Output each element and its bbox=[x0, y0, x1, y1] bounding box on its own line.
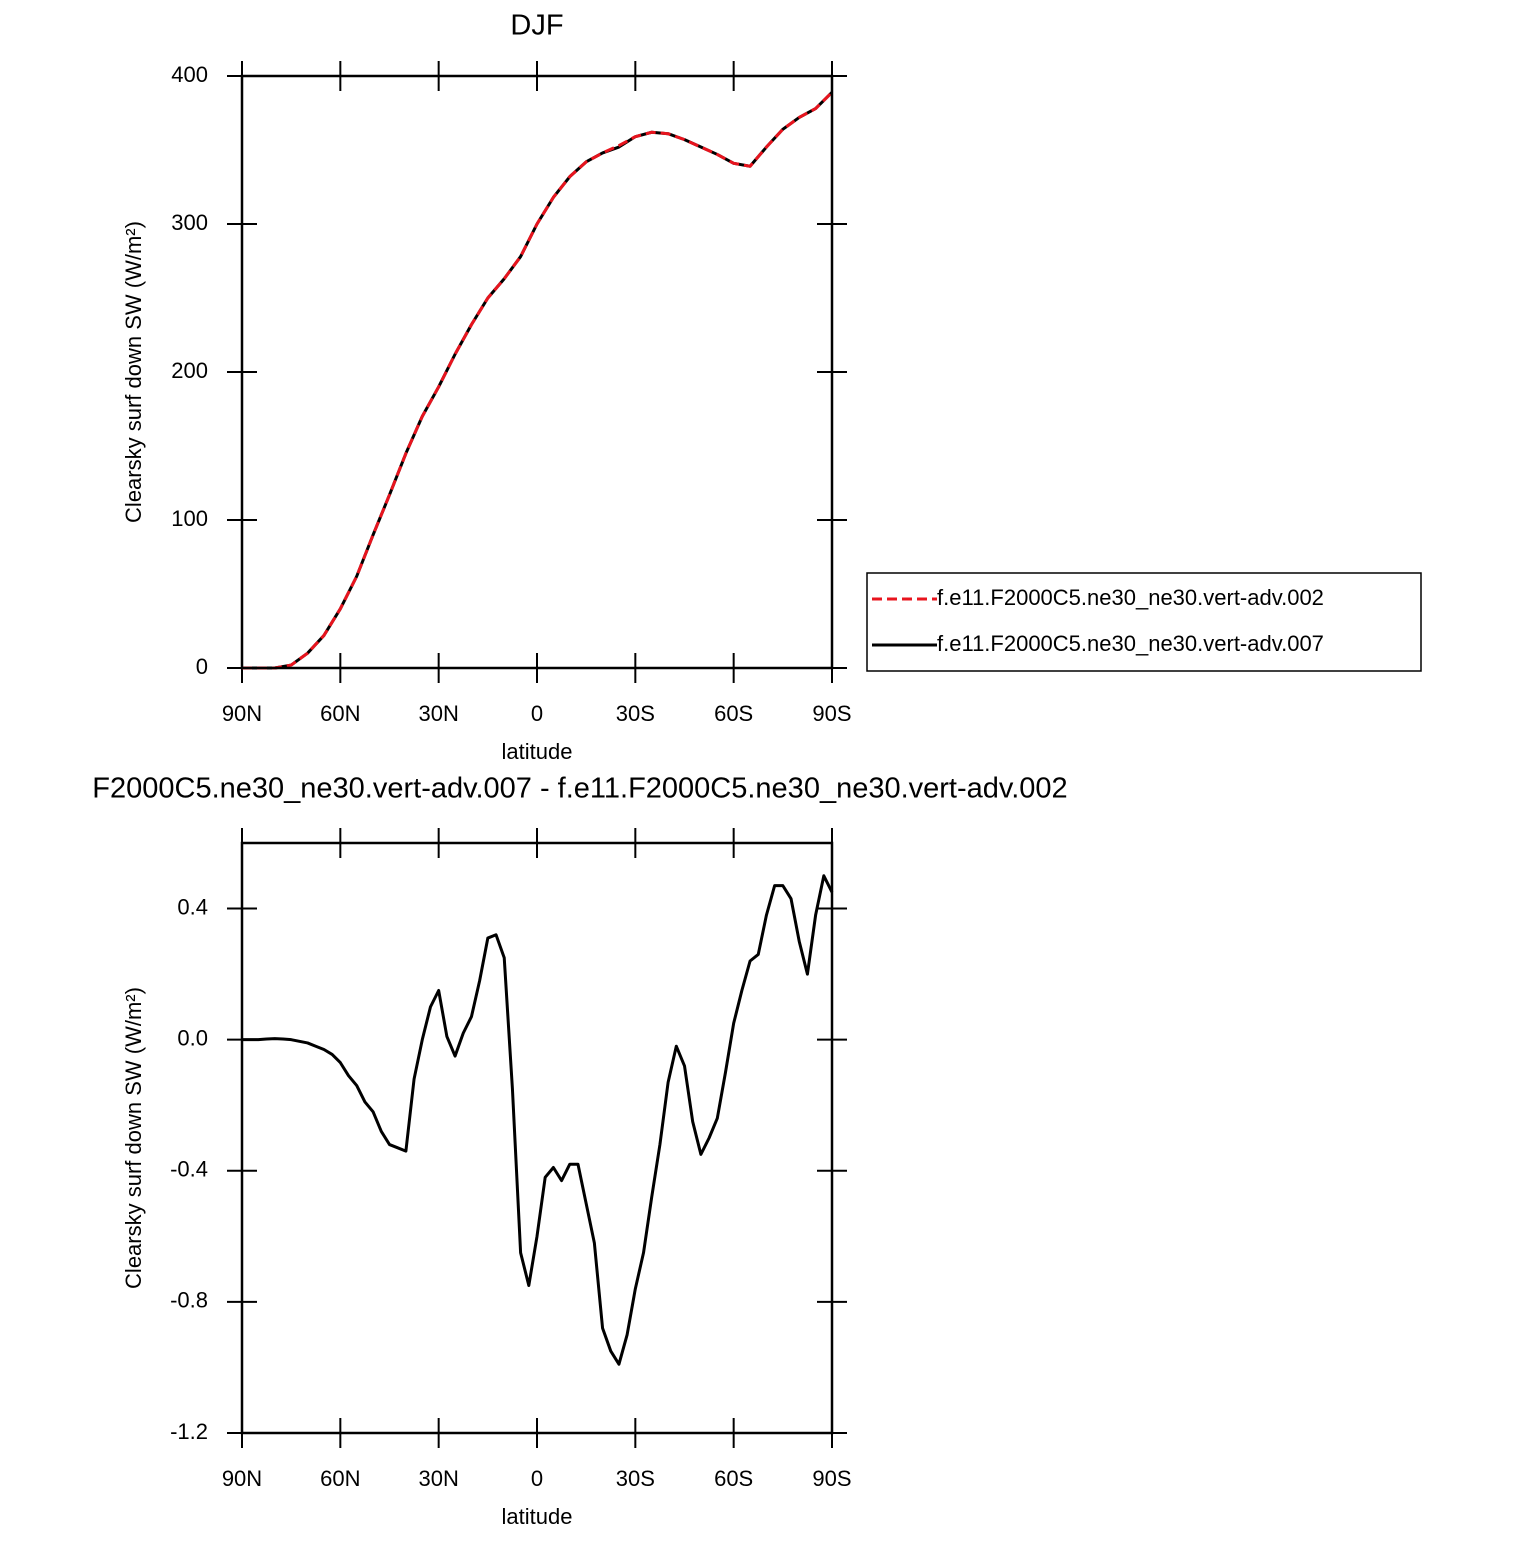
x-axis-label: latitude bbox=[502, 1504, 573, 1529]
x-tick-label: 0 bbox=[531, 701, 543, 726]
x-tick-label: 60N bbox=[320, 1466, 360, 1491]
data-line bbox=[242, 91, 834, 670]
y-tick-label: 0.4 bbox=[177, 894, 208, 919]
x-tick-label: 90N bbox=[222, 1466, 262, 1491]
y-tick-label: 0 bbox=[196, 654, 208, 679]
x-tick-label: 30S bbox=[616, 701, 655, 726]
y-tick-label: 100 bbox=[171, 506, 208, 531]
x-tick-label: 60S bbox=[714, 1466, 753, 1491]
legend-box bbox=[866, 572, 1422, 672]
legend-label: f.e11.F2000C5.ne30_ne30.vert-adv.002 bbox=[937, 585, 1324, 610]
x-tick-label: 30S bbox=[616, 1466, 655, 1491]
y-axis-label: Clearsky surf down SW (W/m²) bbox=[121, 221, 146, 523]
chart-title: DJF bbox=[510, 10, 563, 42]
x-axis-label: latitude bbox=[502, 739, 573, 764]
y-axis-label: Clearsky surf down SW (W/m²) bbox=[121, 987, 146, 1289]
y-tick-label: 300 bbox=[171, 210, 208, 235]
y-tick-label: -0.4 bbox=[170, 1157, 208, 1182]
data-line bbox=[242, 91, 834, 670]
x-tick-label: 0 bbox=[531, 1466, 543, 1491]
x-tick-label: 60S bbox=[714, 701, 753, 726]
legend: f.e11.F2000C5.ne30_ne30.vert-adv.002 f.e1… bbox=[866, 572, 1422, 672]
x-tick-label: 30N bbox=[418, 701, 458, 726]
y-tick-label: -1.2 bbox=[170, 1419, 208, 1444]
x-tick-label: 90S bbox=[812, 701, 851, 726]
y-tick-label: 200 bbox=[171, 358, 208, 383]
x-tick-label: 60N bbox=[320, 701, 360, 726]
legend-label: f.e11.F2000C5.ne30_ne30.vert-adv.007 bbox=[937, 631, 1324, 656]
y-tick-label: -0.8 bbox=[170, 1288, 208, 1313]
data-line bbox=[242, 874, 834, 1366]
plot-frame bbox=[240, 74, 834, 670]
x-tick-label: 90N bbox=[222, 701, 262, 726]
x-tick-label: 30N bbox=[418, 1466, 458, 1491]
y-tick-label: 400 bbox=[171, 62, 208, 87]
y-tick-label: 0.0 bbox=[177, 1025, 208, 1050]
x-tick-label: 90S bbox=[812, 1466, 851, 1491]
plot-frame bbox=[240, 841, 834, 1435]
chart-title: F2000C5.ne30_ne30.vert-adv.007 - f.e11.F… bbox=[92, 773, 1067, 805]
